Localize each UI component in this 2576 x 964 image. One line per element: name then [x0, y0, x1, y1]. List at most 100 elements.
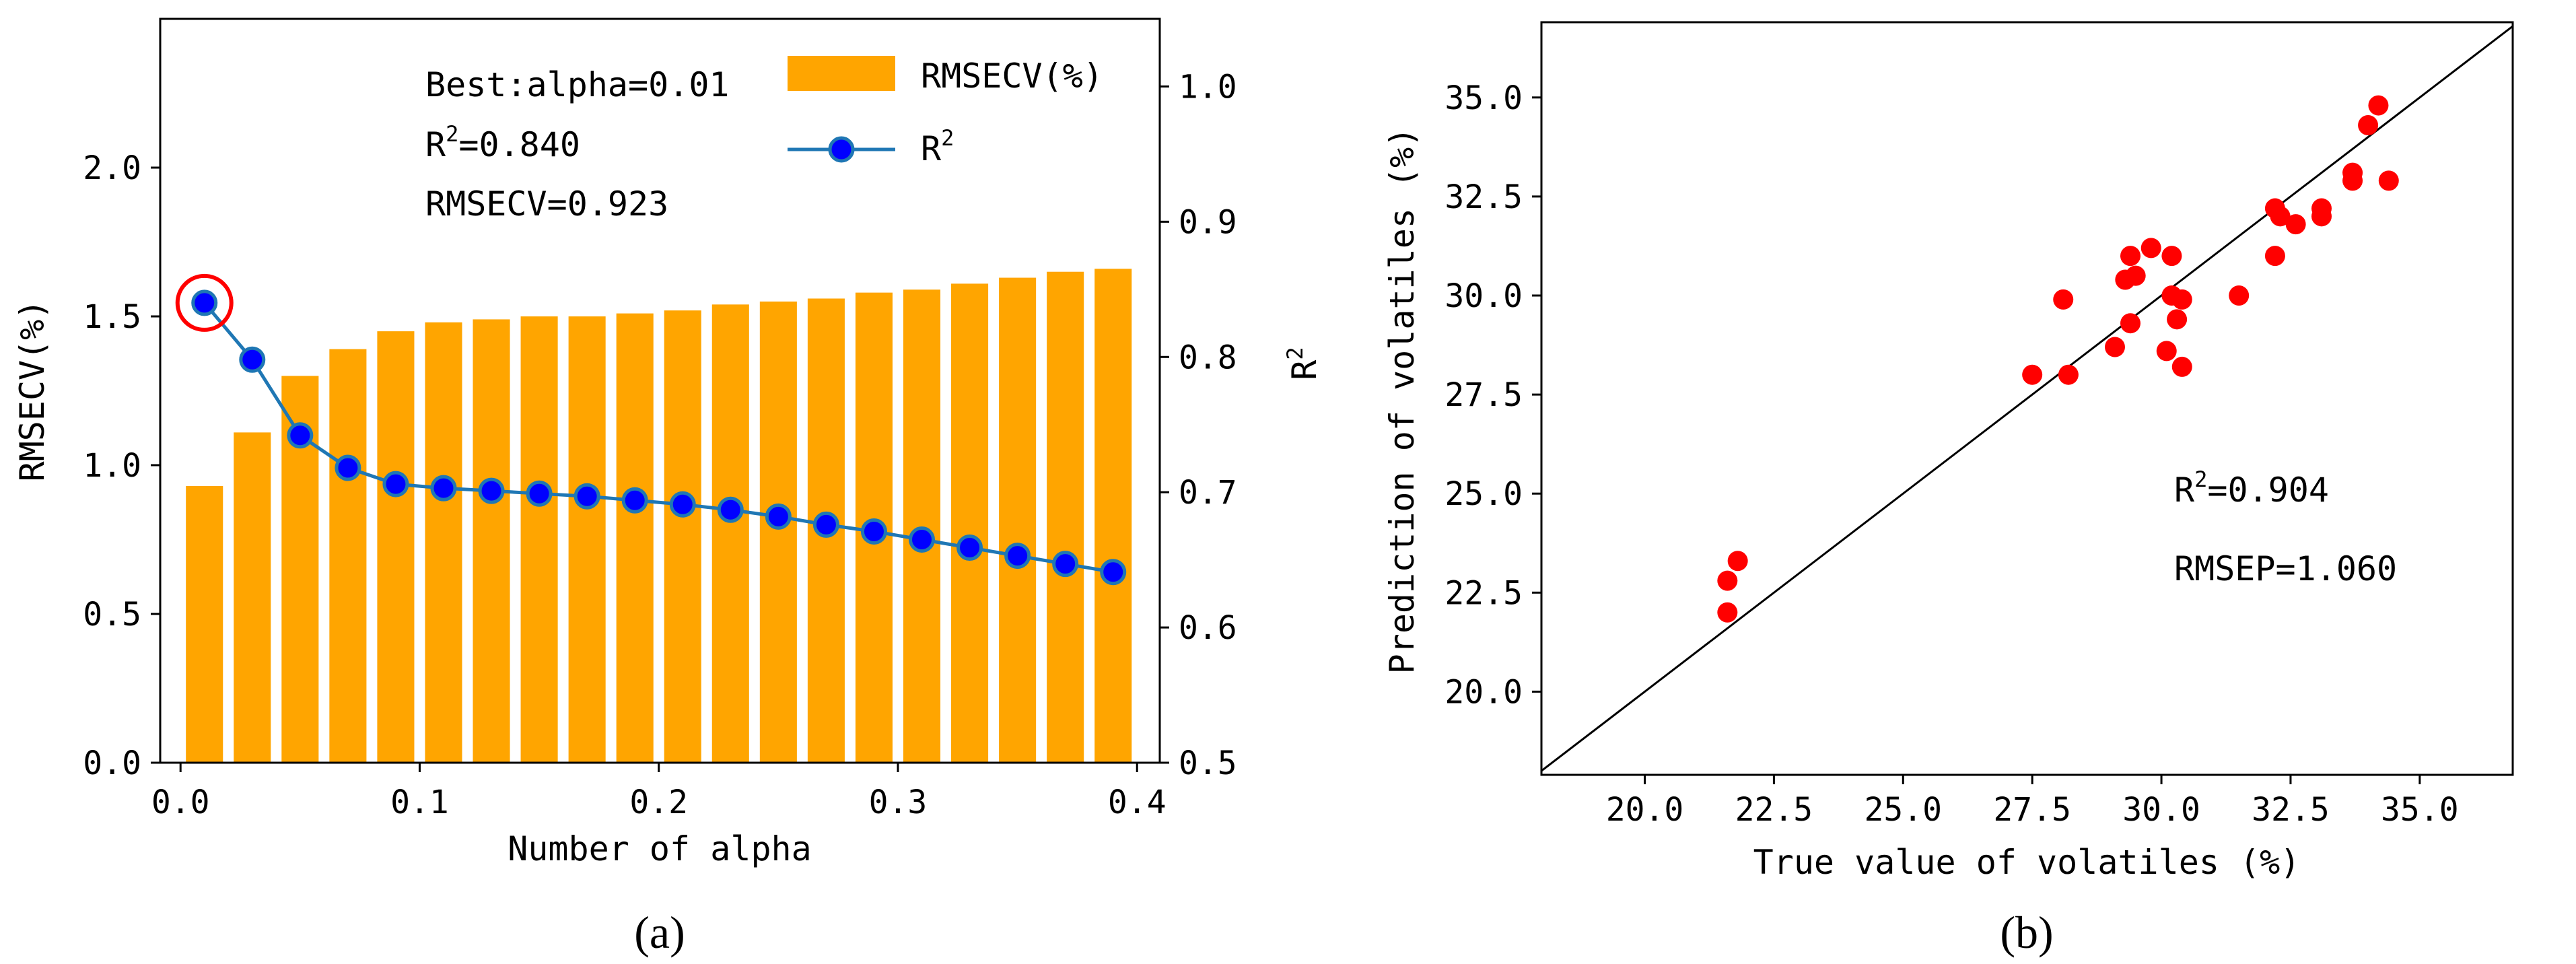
x-tick-label: 30.0: [2122, 791, 2200, 829]
scatter-points: [1717, 95, 2399, 623]
legend-bar-label: RMSECV(%): [921, 57, 1103, 96]
rmsecv-bar: [903, 289, 941, 763]
rmsecv-bar: [473, 319, 510, 763]
rmsecv-bars: [186, 269, 1132, 763]
y-left-tick-label: 0.5: [83, 596, 141, 633]
x-tick-label: 0.1: [390, 784, 449, 821]
scatter-point: [2140, 238, 2161, 259]
scatter-point: [2358, 114, 2379, 135]
panel-label-b: (b): [2000, 907, 2053, 958]
y-left-tick-label: 1.0: [83, 447, 141, 485]
x-tick-label: 25.0: [1864, 791, 1942, 829]
scatter-point: [1727, 551, 1748, 572]
scatter-point: [2120, 313, 2141, 334]
rmsecv-annotation: RMSECV=0.923: [425, 184, 668, 223]
scatter-point: [2058, 364, 2079, 385]
y-tick-label: 30.0: [1444, 277, 1523, 315]
y-tick-label: 27.5: [1444, 376, 1523, 414]
scatter-point: [2161, 246, 2182, 267]
panel-a-x-axis-title: Number of alpha: [508, 829, 812, 868]
r2-point: [956, 535, 983, 561]
scatter-point: [2022, 364, 2043, 385]
y-tick-label: 25.0: [1444, 475, 1523, 513]
rmsep-annotation: RMSEP=1.060: [2174, 549, 2397, 588]
scatter-point: [2285, 214, 2306, 235]
panel-b-y-axis: 20.0 22.5 25.0 27.5 30.0 32.5 35.0: [1444, 79, 1541, 711]
scatter-point: [2104, 337, 2125, 357]
x-tick-label: 0.3: [869, 784, 928, 821]
panel-b-chart: 20.0 22.5 25.0 27.5 30.0 32.5 35.0 20.0 22.5 25.…: [1383, 21, 2514, 882]
r2-point: [526, 480, 553, 507]
rmsecv-bar: [951, 283, 989, 763]
scatter-point: [2342, 162, 2363, 183]
r2-point: [669, 491, 696, 518]
panel-a-legend: RMSECV(%) R2: [788, 56, 1103, 168]
scatter-point: [2167, 309, 2188, 330]
r2-point: [1100, 559, 1127, 586]
rmsecv-bar: [425, 322, 462, 763]
x-tick-label: 35.0: [2381, 791, 2459, 829]
panel-b-y-axis-title: Prediction of volatiles (%): [1383, 127, 1422, 675]
scatter-point: [2311, 206, 2332, 227]
y-right-tick-label: 0.6: [1179, 609, 1237, 647]
legend-line-label: R2: [921, 125, 954, 168]
r2-point: [335, 454, 361, 481]
r2-point: [909, 526, 936, 553]
panel-b-x-axis: 20.0 22.5 25.0 27.5 30.0 32.5 35.0: [1606, 775, 2459, 829]
y-right-tick-label: 0.5: [1179, 745, 1237, 782]
y-tick-label: 32.5: [1444, 178, 1523, 216]
panel-a-right-y-axis: 0.5 0.6 0.7 0.8 0.9 1.0: [1160, 68, 1237, 782]
x-tick-label: 22.5: [1735, 791, 1813, 829]
x-tick-label: 32.5: [2252, 791, 2330, 829]
scatter-point: [2120, 246, 2141, 267]
scatter-point: [1717, 570, 1738, 591]
r2-point: [287, 422, 314, 449]
scatter-point: [2171, 356, 2192, 377]
panel-b-x-axis-title: True value of volatiles (%): [1753, 843, 2301, 882]
rmsecv-bar: [520, 316, 558, 763]
panel-a-left-y-axis-title: RMSECV(%): [13, 300, 52, 482]
r2-point: [430, 475, 457, 502]
y-left-tick-label: 1.5: [83, 298, 141, 336]
y-left-tick-label: 2.0: [83, 149, 141, 187]
y-tick-label: 35.0: [1444, 79, 1523, 117]
r2-point: [1004, 543, 1031, 570]
rmsecv-bar: [234, 432, 271, 763]
x-tick-label: 0.2: [629, 784, 688, 821]
scatter-point: [2229, 285, 2250, 306]
r2-point: [812, 511, 839, 538]
r2-point: [860, 518, 887, 545]
r2-point: [1052, 551, 1079, 578]
y-right-tick-label: 1.0: [1179, 68, 1237, 106]
rmsecv-bar: [711, 304, 749, 763]
legend-line-marker: [828, 136, 855, 163]
r2-point: [382, 471, 409, 497]
scatter-point: [2378, 170, 2399, 191]
rmsecv-bar: [664, 310, 701, 763]
y-left-tick-label: 0.0: [83, 745, 141, 782]
identity-reference-line: [1541, 25, 2513, 772]
rmsecv-bar: [616, 313, 654, 763]
scatter-point: [2125, 265, 2146, 286]
legend-bar-swatch: [788, 56, 895, 91]
r2-point: [621, 487, 648, 514]
r2-point: [573, 483, 600, 510]
x-tick-label: 20.0: [1606, 791, 1684, 829]
y-tick-label: 22.5: [1444, 574, 1523, 612]
panel-a-x-axis: 0.0 0.1 0.2 0.3 0.4: [151, 763, 1167, 821]
scatter-point: [2270, 206, 2291, 227]
r2-point: [717, 496, 744, 523]
r2-annotation-a: R2=0.840: [425, 121, 580, 164]
r2-point: [478, 477, 505, 504]
scatter-point: [1717, 602, 1738, 623]
rmsecv-bar: [568, 316, 606, 763]
panel-a-right-y-axis-title: R2: [1282, 347, 1324, 380]
scatter-point: [2264, 246, 2285, 267]
panel-a-chart: 0.0 0.1 0.2 0.3 0.4 0.00.51.01.52.0 0.50.60.…: [13, 18, 1324, 868]
r2-annotation-b: R2=0.904: [2174, 467, 2329, 510]
panel-a-plot-frame: [159, 18, 1161, 764]
panel-label-a: (a): [634, 907, 685, 958]
panel-b-plot-frame: [1540, 21, 2514, 776]
r2-line-series: [175, 273, 1127, 586]
